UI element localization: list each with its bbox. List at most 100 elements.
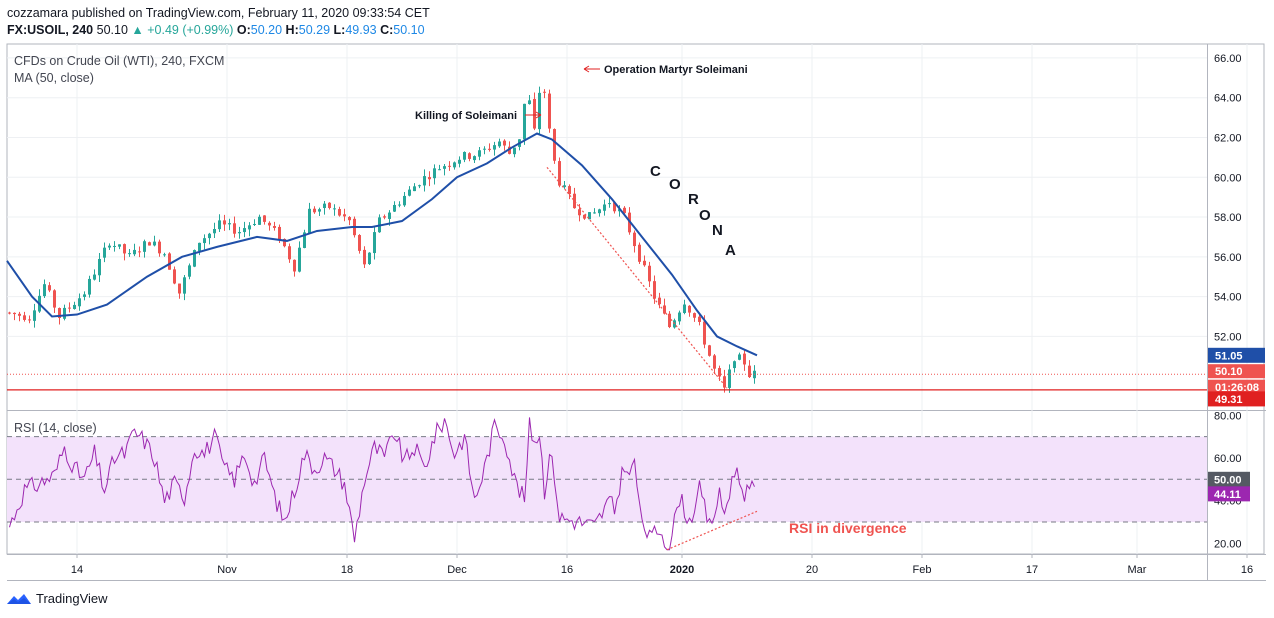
rsi-value-badge-text: 44.11: [1214, 489, 1241, 501]
candle: [403, 191, 406, 207]
candle: [213, 222, 216, 238]
candle-body: [293, 259, 296, 272]
candle: [313, 206, 316, 214]
candle: [333, 204, 336, 216]
candle: [13, 312, 16, 321]
candle-body: [273, 226, 276, 228]
candle: [228, 218, 231, 231]
corona-letter: O: [669, 176, 681, 193]
close-label: C:: [380, 23, 394, 37]
candle-body: [283, 238, 286, 247]
candle: [473, 155, 476, 163]
candle: [583, 214, 586, 220]
candle: [343, 208, 346, 222]
x-tick-label: 20: [806, 564, 818, 576]
candle-body: [68, 307, 71, 309]
candle: [28, 315, 31, 324]
candle-body: [658, 297, 661, 305]
candle-body: [178, 283, 181, 294]
countdown-badge[interactable]: 01:26:08: [1208, 379, 1265, 395]
candle: [173, 266, 176, 285]
candle-body: [623, 207, 626, 214]
rsi-tick-label: 20.00: [1214, 538, 1242, 550]
candle-body: [313, 208, 316, 213]
candle-body: [443, 166, 446, 169]
divergence-label: RSI in divergence: [789, 520, 907, 536]
candle-body: [73, 304, 76, 310]
candle-body: [233, 223, 236, 234]
candle: [608, 196, 611, 208]
candle-body: [428, 177, 431, 180]
candle: [138, 246, 141, 258]
candle: [478, 147, 481, 161]
candle-body: [718, 368, 721, 377]
x-tick-label: Dec: [447, 564, 467, 576]
candle: [633, 230, 636, 253]
rsi-value-badge[interactable]: 44.11: [1208, 486, 1250, 502]
y-tick-label: 56.00: [1214, 252, 1242, 264]
rsi-mid-badge[interactable]: 50.00: [1208, 471, 1250, 487]
candle-body: [88, 278, 91, 295]
candle-body: [458, 159, 461, 164]
candle-body: [133, 249, 136, 255]
corona-letter: R: [688, 191, 699, 208]
candle: [558, 157, 561, 188]
candle-body: [608, 203, 611, 205]
candle-body: [738, 354, 741, 360]
candle-body: [743, 353, 746, 365]
ma-value-badge[interactable]: 51.05: [1208, 347, 1265, 363]
candle-body: [83, 294, 86, 297]
candle: [373, 226, 376, 260]
candle-body: [648, 265, 651, 282]
candle: [438, 164, 441, 171]
candle: [223, 214, 226, 231]
candle-body: [683, 304, 686, 314]
symbol-label[interactable]: FX:USOIL, 240: [7, 23, 94, 37]
publish-info: cozzamara published on TradingView.com, …: [7, 6, 430, 20]
candle: [733, 360, 736, 373]
candle-body: [203, 238, 206, 244]
price-y-axis: 66.00 64.00 62.00 60.00 58.00 56.00 54.00 52.00: [7, 53, 1242, 343]
ohlc-legend: FX:USOIL, 240 50.10 ▲ +0.49 (+0.99%) O:5…: [7, 23, 425, 37]
x-tick-label: 16: [1241, 564, 1253, 576]
candle: [38, 289, 41, 313]
support-badge[interactable]: 49.31: [1208, 391, 1265, 407]
candle: [708, 344, 711, 357]
corona-letter: C: [650, 163, 661, 180]
candle: [523, 103, 526, 145]
candle-body: [263, 215, 266, 222]
candle-body: [653, 281, 656, 299]
candle-body: [278, 226, 281, 241]
candle: [428, 171, 431, 187]
candle-body: [98, 258, 101, 276]
candle-body: [723, 376, 726, 388]
x-tick-label: 14: [71, 564, 83, 576]
candle-body: [308, 208, 311, 234]
candle: [568, 184, 571, 200]
ma-legend: MA (50, close): [14, 71, 94, 85]
candle-body: [358, 235, 361, 251]
candle: [18, 311, 21, 322]
open-label: O:: [236, 23, 251, 37]
candle-body: [453, 162, 456, 168]
candle: [503, 139, 506, 151]
candle: [323, 200, 326, 215]
candle-body: [223, 220, 226, 225]
candle-body: [148, 242, 151, 246]
price-trendline: [546, 166, 728, 389]
candle-body: [193, 250, 196, 267]
candle: [253, 219, 256, 227]
candle: [418, 184, 421, 189]
last-price-badge[interactable]: 50.10: [1208, 364, 1265, 379]
candle-body: [173, 269, 176, 284]
candle-body: [423, 176, 426, 186]
candle-body: [103, 247, 106, 258]
candle: [743, 348, 746, 371]
candle-body: [543, 91, 546, 93]
candle: [638, 242, 641, 264]
candle-body: [688, 305, 691, 313]
low-value: 49.93: [345, 23, 377, 37]
candle: [573, 187, 576, 209]
candle-body: [748, 365, 751, 378]
